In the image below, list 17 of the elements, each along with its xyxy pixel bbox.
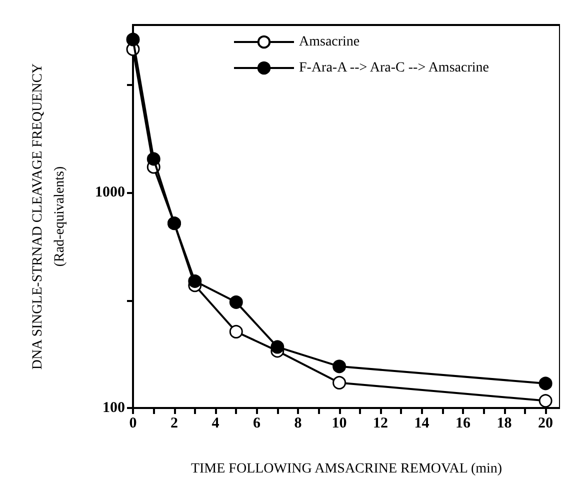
x-tick-label: 6 — [253, 416, 262, 432]
x-tick-label: 2 — [170, 416, 178, 432]
y-tick-label: 100 — [102, 400, 125, 416]
x-tick-label: 4 — [212, 416, 220, 432]
legend-label: F-Ara-A --> Ara-C --> Amsacrine — [299, 60, 489, 76]
y-axis-title: DNA SINGLE-STRNAD CLEAVAGE FREQUENCY (Rad-equivalents) — [30, 63, 68, 370]
y-tick-label: 1000 — [95, 184, 125, 201]
x-tick-label: 14 — [414, 416, 430, 432]
x-tick-label: 12 — [373, 416, 388, 432]
legend-label: Amsacrine — [299, 34, 360, 50]
x-axis-title: TIME FOLLOWING AMSACRINE REMOVAL (min) — [190, 462, 502, 476]
x-tick-label: 10 — [332, 416, 347, 432]
x-tick-label: 0 — [129, 416, 137, 432]
x-tick-label: 8 — [294, 416, 302, 432]
x-tick-label: 20 — [538, 416, 554, 432]
x-tick-label: 18 — [496, 416, 512, 432]
x-tick-label: 16 — [456, 416, 472, 432]
